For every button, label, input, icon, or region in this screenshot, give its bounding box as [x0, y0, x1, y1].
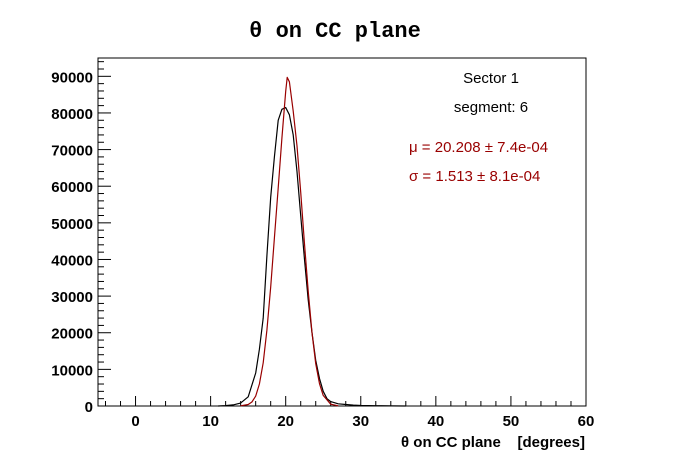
x-tick-label: 30 [352, 413, 369, 430]
y-tick-label: 80000 [51, 106, 93, 123]
series-group [218, 76, 406, 407]
y-tick-label: 50000 [51, 216, 93, 233]
y-tick-label: 20000 [51, 326, 93, 343]
x-tick-label: 10 [202, 413, 219, 430]
y-tick-label: 70000 [51, 143, 93, 160]
y-axis: 0 10000 20000 30000 40000 50000 60000 70000 8000… [51, 61, 111, 416]
x-axis-title: θ on CC plane [degrees] [401, 434, 585, 451]
x-tick-label: 0 [131, 413, 139, 430]
x-tick-label: 60 [578, 413, 595, 430]
x-tick-label: 40 [428, 413, 445, 430]
x-axis: 0 10 20 30 40 50 60 [105, 396, 595, 430]
plot-frame [97, 57, 587, 407]
y-tick-label: 10000 [51, 362, 93, 379]
y-tick-label: 60000 [51, 179, 93, 196]
chart-title: θ on CC plane [249, 19, 421, 44]
annotation-sigma: σ = 1.513 ± 8.1e-04 [409, 168, 540, 185]
x-tick-label: 20 [277, 413, 294, 430]
y-tick-label: 30000 [51, 289, 93, 306]
gaussian-fit-line [240, 76, 339, 407]
y-tick-label: 0 [85, 399, 93, 416]
y-tick-label: 90000 [51, 69, 93, 86]
x-tick-label: 50 [503, 413, 520, 430]
histogram-series-line [218, 106, 406, 407]
annotation-mu: μ = 20.208 ± 7.4e-04 [409, 139, 548, 156]
annotation-segment: segment: 6 [454, 99, 528, 116]
y-tick-label: 40000 [51, 252, 93, 269]
annotation-sector: Sector 1 [463, 70, 519, 87]
